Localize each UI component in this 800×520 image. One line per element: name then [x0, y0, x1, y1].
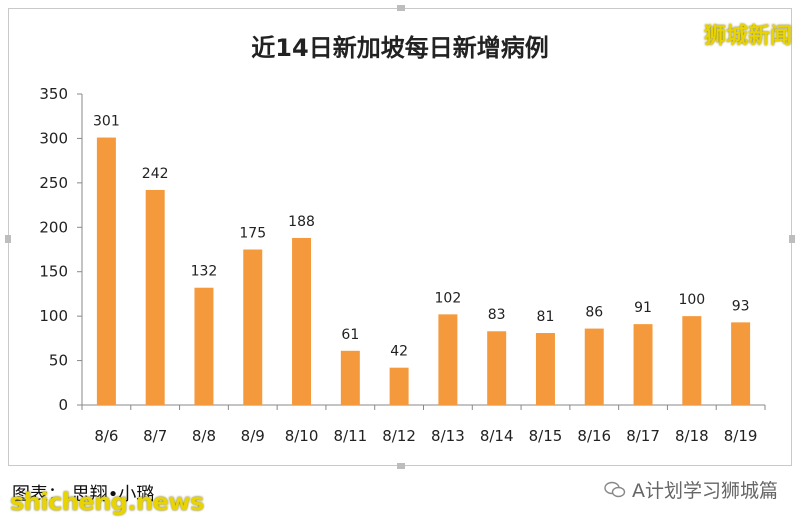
- x-tick-label: 8/6: [94, 427, 118, 445]
- x-tick-label: 8/10: [285, 427, 319, 445]
- x-tick-label: 8/11: [333, 427, 367, 445]
- y-tick-label: 300: [39, 129, 68, 147]
- x-tick-label: 8/7: [143, 427, 167, 445]
- account-watermark: A计划学习狮城篇: [604, 476, 778, 503]
- bar: [292, 237, 312, 405]
- data-label: 91: [634, 300, 652, 316]
- y-tick-label: 50: [49, 352, 68, 370]
- data-label: 86: [585, 305, 603, 321]
- resize-handle-bottom[interactable]: [397, 463, 405, 469]
- bar: [438, 314, 458, 405]
- x-tick-label: 8/17: [626, 427, 660, 445]
- bar: [535, 333, 555, 405]
- bar: [145, 189, 165, 405]
- x-tick-label: 8/8: [192, 427, 216, 445]
- x-tick-label: 8/16: [577, 427, 611, 445]
- brand-watermark: 狮城新闻: [703, 24, 792, 49]
- data-label: 132: [191, 264, 218, 280]
- y-tick-label: 100: [39, 307, 68, 325]
- y-tick-label: 350: [39, 85, 68, 103]
- domain-watermark: shicheng.news: [10, 488, 204, 516]
- bar: [682, 316, 702, 405]
- y-tick-label: 150: [39, 263, 68, 281]
- data-label: 301: [93, 114, 120, 130]
- data-label: 42: [390, 344, 408, 360]
- bar: [487, 331, 507, 405]
- chart-title: 近14日新加坡每日新增病例: [251, 34, 549, 62]
- data-label: 93: [732, 298, 750, 314]
- data-label: 81: [537, 309, 555, 325]
- data-label: 175: [239, 226, 266, 242]
- data-label: 102: [435, 290, 462, 306]
- wechat-icon: [604, 481, 626, 498]
- x-tick-label: 8/12: [382, 427, 416, 445]
- y-tick-label: 250: [39, 174, 68, 192]
- account-name: A计划学习狮城篇: [632, 480, 778, 502]
- bar: [243, 249, 263, 405]
- bar: [584, 328, 604, 405]
- bar: [96, 137, 116, 406]
- resize-handle-top[interactable]: [397, 5, 405, 11]
- resize-handle-left[interactable]: [5, 235, 11, 243]
- resize-handle-right[interactable]: [789, 235, 795, 243]
- data-label: 83: [488, 307, 506, 323]
- x-tick-label: 8/14: [480, 427, 514, 445]
- bar: [194, 287, 214, 405]
- y-tick-label: 0: [58, 396, 68, 414]
- data-label: 188: [288, 214, 315, 230]
- chart-caption: 图表： 思翔•小璐: [12, 484, 155, 505]
- bar: [731, 322, 751, 405]
- data-label: 61: [341, 327, 359, 343]
- bar: [389, 367, 409, 405]
- bar: [340, 350, 360, 405]
- x-tick-label: 8/18: [675, 427, 709, 445]
- data-label: 242: [142, 166, 169, 182]
- x-tick-label: 8/13: [431, 427, 465, 445]
- bar: [633, 324, 653, 405]
- y-tick-label: 200: [39, 218, 68, 236]
- x-tick-label: 8/19: [724, 427, 758, 445]
- data-label: 100: [678, 292, 705, 308]
- x-tick-label: 8/15: [529, 427, 563, 445]
- x-tick-label: 8/9: [241, 427, 265, 445]
